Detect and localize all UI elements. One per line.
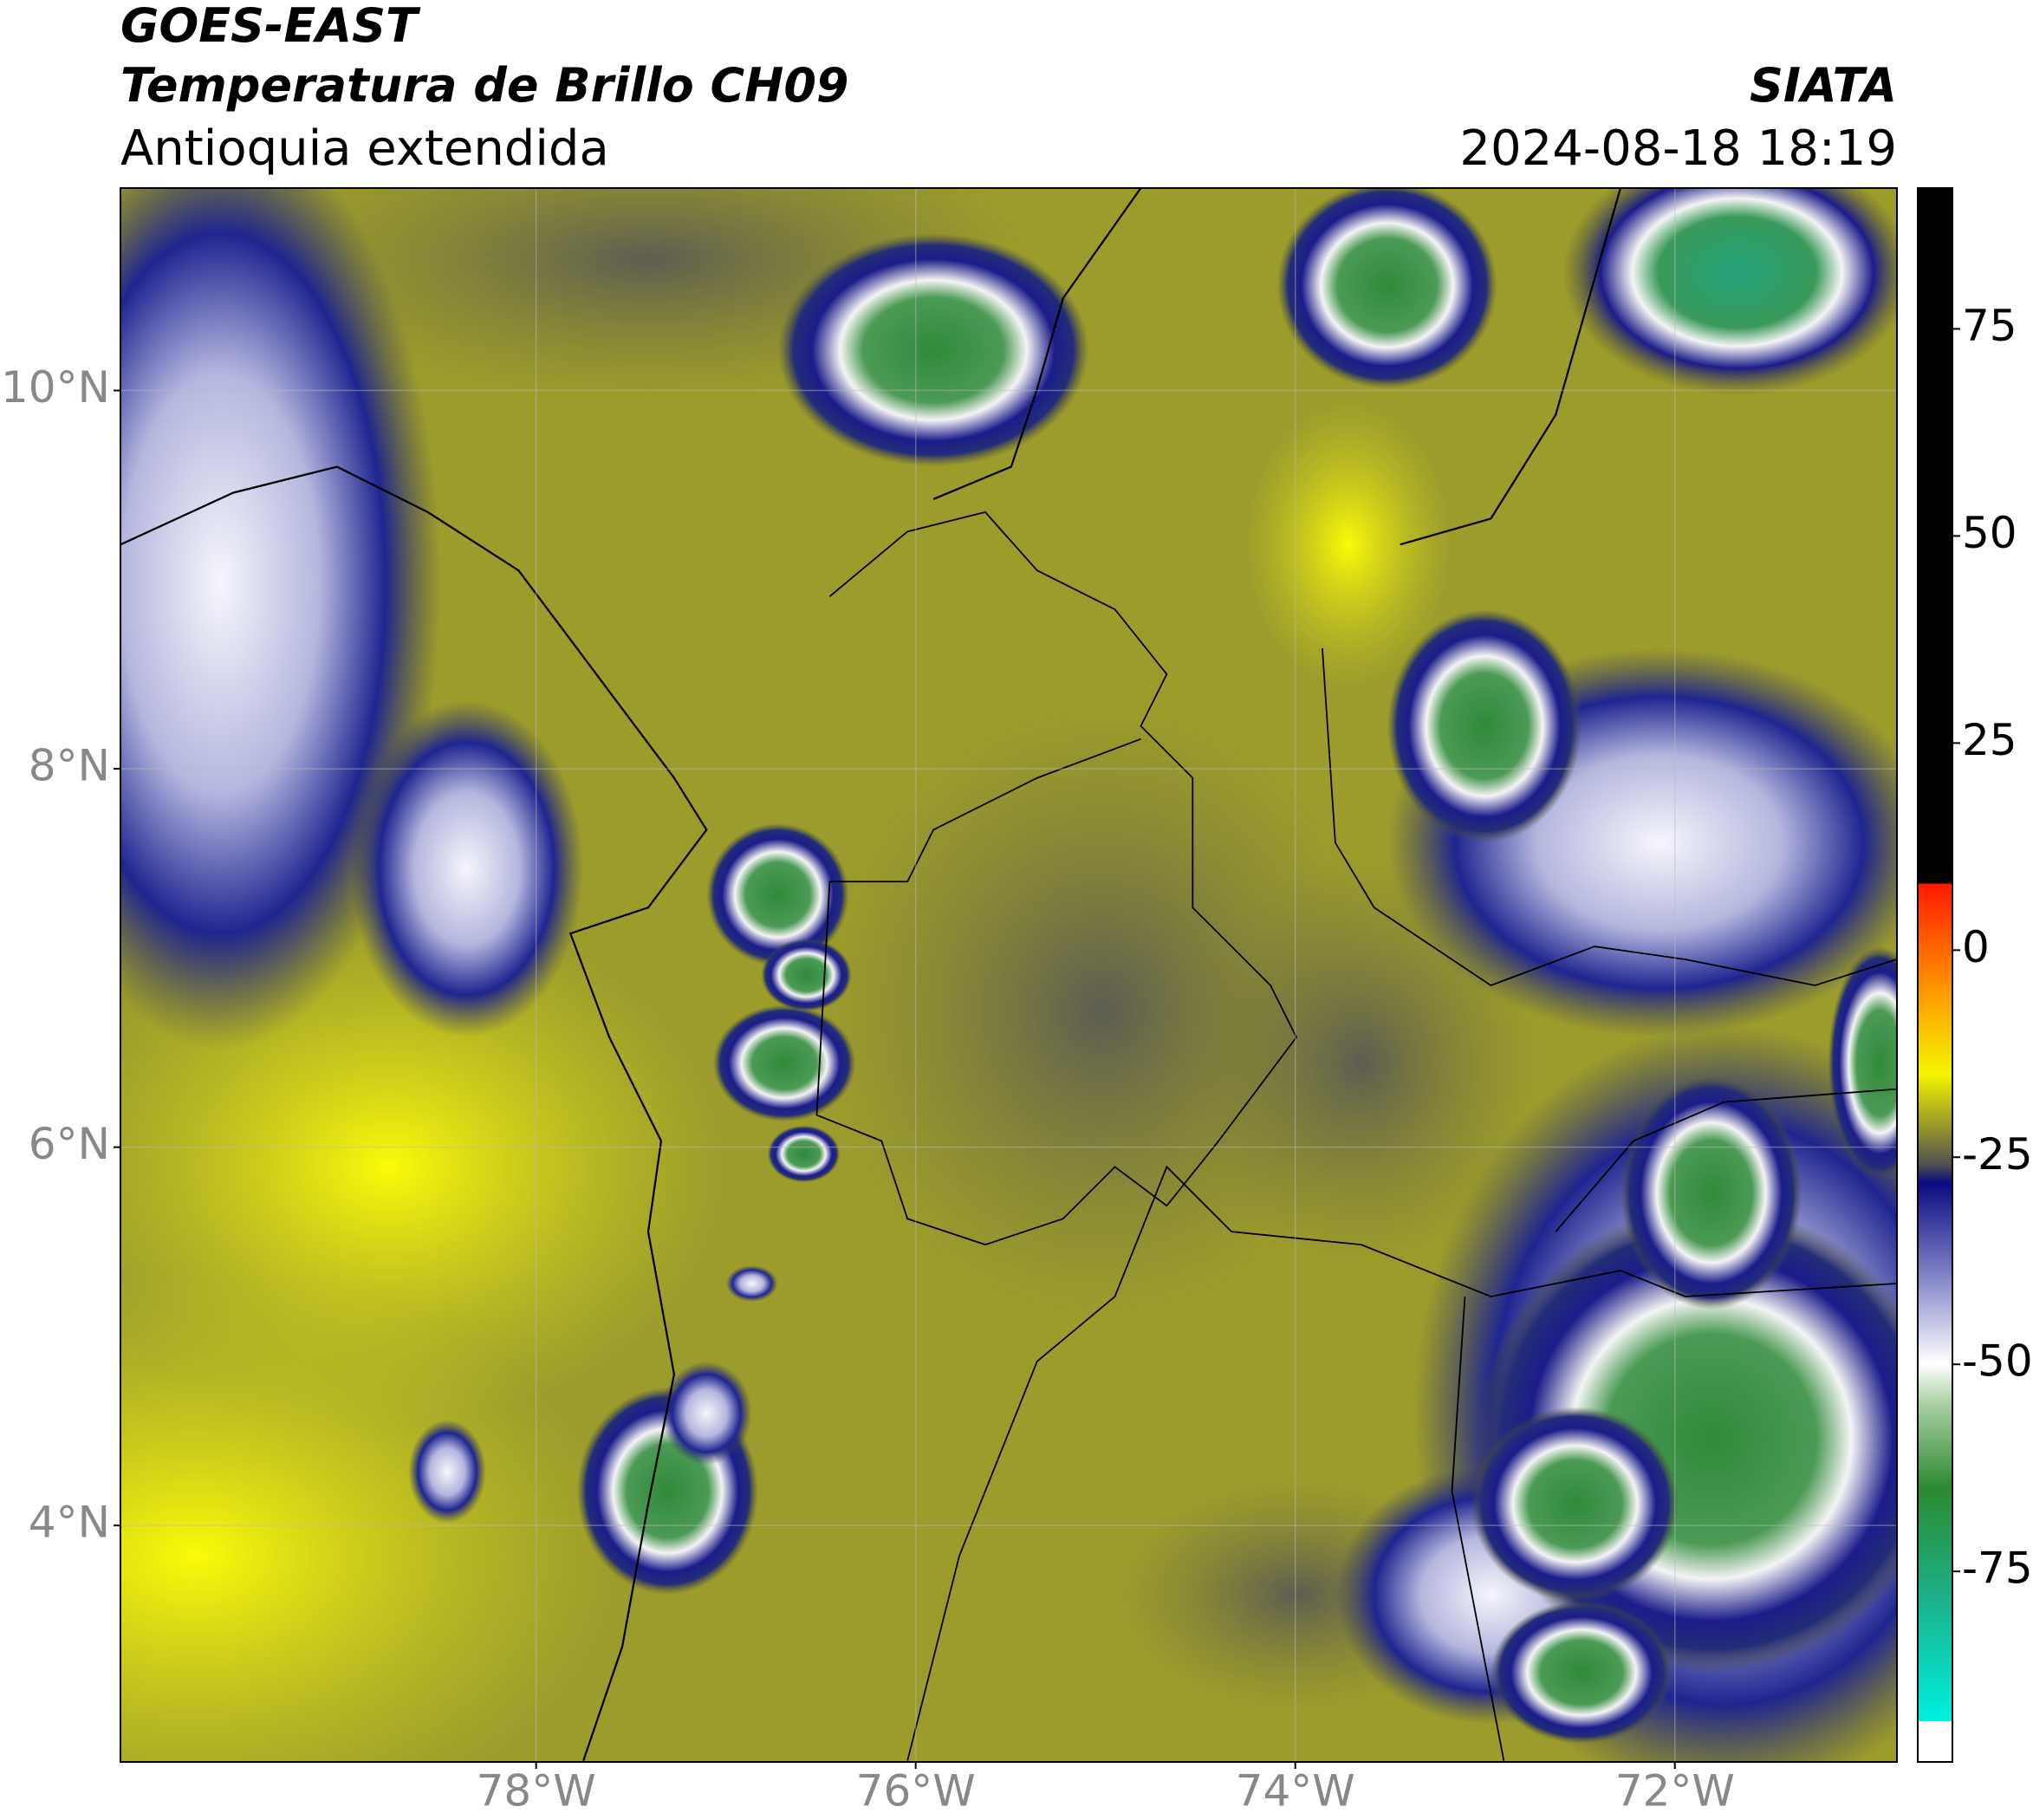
colorbar-tick-label: 50: [1962, 508, 2017, 558]
y-tick-label: 10°N: [1, 362, 110, 413]
x-tick-label: 74°W: [1236, 1766, 1355, 1817]
datetime: 2024-08-18 18:19: [1459, 120, 1897, 177]
colorbar-tick-label: 25: [1962, 715, 2017, 765]
colorbar-tick-label: 75: [1962, 301, 2017, 351]
colorbar: [1917, 187, 1953, 1763]
title-product: Temperatura de Brillo CH09: [120, 58, 849, 113]
x-tick-label: 72°W: [1615, 1766, 1735, 1817]
y-tick-label: 4°N: [29, 1498, 110, 1548]
x-tick-label: 78°W: [477, 1766, 596, 1817]
subtitle-region: Antioquia extendida: [120, 120, 609, 177]
colorbar-tick-label: -25: [1962, 1129, 2033, 1180]
agency: SIATA: [1750, 58, 1897, 113]
title-satellite: GOES-EAST: [120, 0, 421, 53]
y-tick-label: 6°N: [29, 1119, 110, 1169]
y-tick-label: 8°N: [29, 741, 110, 791]
map-image: [120, 188, 1897, 1762]
x-tick-label: 76°W: [856, 1766, 976, 1817]
colorbar-tick-label: -75: [1962, 1544, 2033, 1594]
map-frame: [120, 187, 1898, 1763]
colorbar-tick-label: -50: [1962, 1336, 2033, 1387]
colorbar-tick-label: 0: [1962, 922, 1990, 972]
